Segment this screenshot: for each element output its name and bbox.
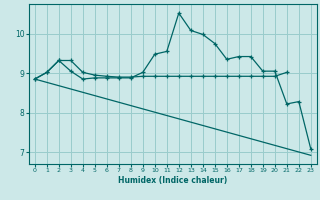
X-axis label: Humidex (Indice chaleur): Humidex (Indice chaleur) bbox=[118, 176, 228, 185]
